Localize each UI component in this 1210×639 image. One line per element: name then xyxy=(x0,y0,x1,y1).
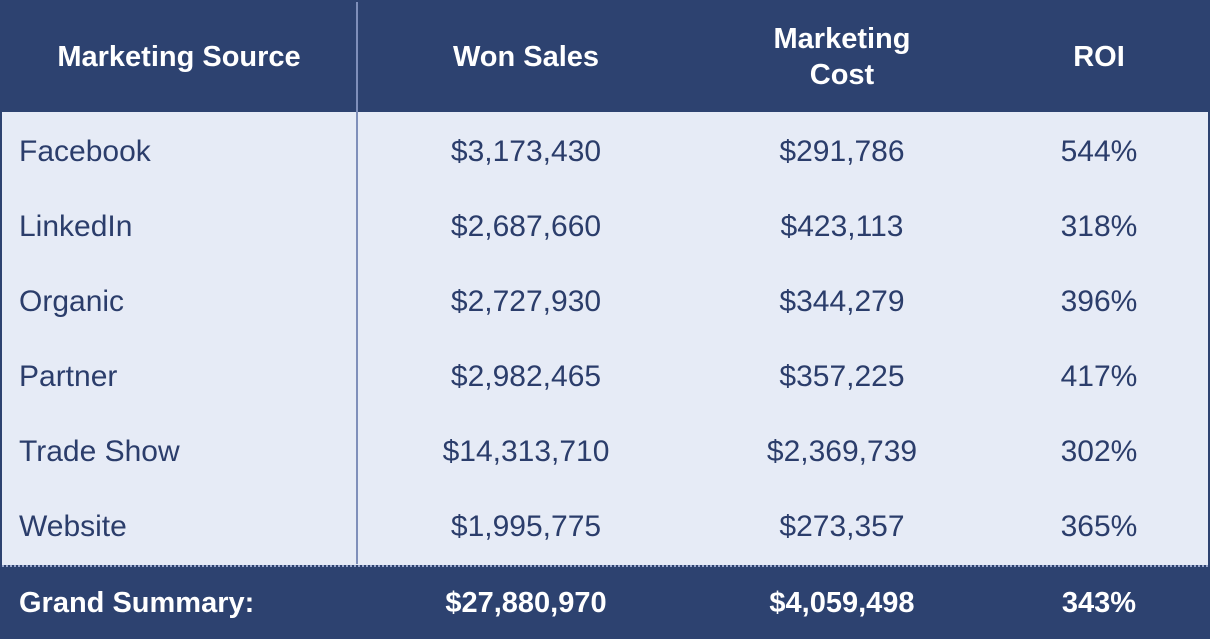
table-header: Marketing Source Won Sales Marketing Cos… xyxy=(2,2,1208,112)
row-source: Organic xyxy=(19,284,125,318)
row-won-sales: $14,313,710 xyxy=(442,434,610,468)
header-marketing-cost-line1: Marketing xyxy=(773,23,911,55)
grand-summary-row: Grand Summary: $27,880,970 $4,059,498 34… xyxy=(2,565,1208,639)
row-marketing-cost: $273,357 xyxy=(779,509,905,543)
summary-roi: 343% xyxy=(1061,586,1137,619)
header-roi: ROI xyxy=(1073,41,1125,73)
row-source: LinkedIn xyxy=(19,209,133,243)
row-roi: 417% xyxy=(1060,359,1138,393)
row-marketing-cost: $2,369,739 xyxy=(766,434,918,468)
row-source: Trade Show xyxy=(19,434,180,468)
row-roi: 396% xyxy=(1060,284,1138,318)
column-divider xyxy=(356,2,358,564)
row-source: Website xyxy=(19,509,127,543)
row-roi: 365% xyxy=(1060,509,1138,543)
header-marketing-source: Marketing Source xyxy=(57,41,301,73)
row-won-sales: $3,173,430 xyxy=(450,134,602,168)
table-row: Trade Show $14,313,710 $2,369,739 302% xyxy=(2,414,1208,489)
table-row: Website $1,995,775 $273,357 365% xyxy=(2,489,1208,564)
row-roi: 318% xyxy=(1060,209,1138,243)
header-won-sales: Won Sales xyxy=(452,41,600,73)
summary-won-sales: $27,880,970 xyxy=(445,586,607,619)
table-row: Organic $2,727,930 $344,279 396% xyxy=(2,264,1208,339)
row-marketing-cost: $423,113 xyxy=(780,209,904,243)
table-row: Partner $2,982,465 $357,225 417% xyxy=(2,339,1208,414)
row-won-sales: $2,727,930 xyxy=(450,284,602,318)
row-marketing-cost: $344,279 xyxy=(779,284,905,318)
row-marketing-cost: $291,786 xyxy=(779,134,905,168)
row-source: Facebook xyxy=(19,134,151,168)
table-row: Facebook $3,173,430 $291,786 544% xyxy=(2,114,1208,189)
header-marketing-cost-line2: Cost xyxy=(809,59,875,91)
row-roi: 302% xyxy=(1060,434,1138,468)
row-won-sales: $2,982,465 xyxy=(450,359,602,393)
summary-marketing-cost: $4,059,498 xyxy=(769,586,915,619)
row-won-sales: $1,995,775 xyxy=(450,509,602,543)
row-source: Partner xyxy=(19,359,118,393)
row-won-sales: $2,687,660 xyxy=(450,209,602,243)
table-row: LinkedIn $2,687,660 $423,113 318% xyxy=(2,189,1208,264)
row-marketing-cost: $357,225 xyxy=(779,359,905,393)
summary-label: Grand Summary: xyxy=(19,586,255,619)
table-body: Facebook $3,173,430 $291,786 544% LinkedIn $2… xyxy=(2,112,1208,564)
row-roi: 544% xyxy=(1060,134,1138,168)
header-marketing-cost: Marketing Cost xyxy=(694,2,990,112)
